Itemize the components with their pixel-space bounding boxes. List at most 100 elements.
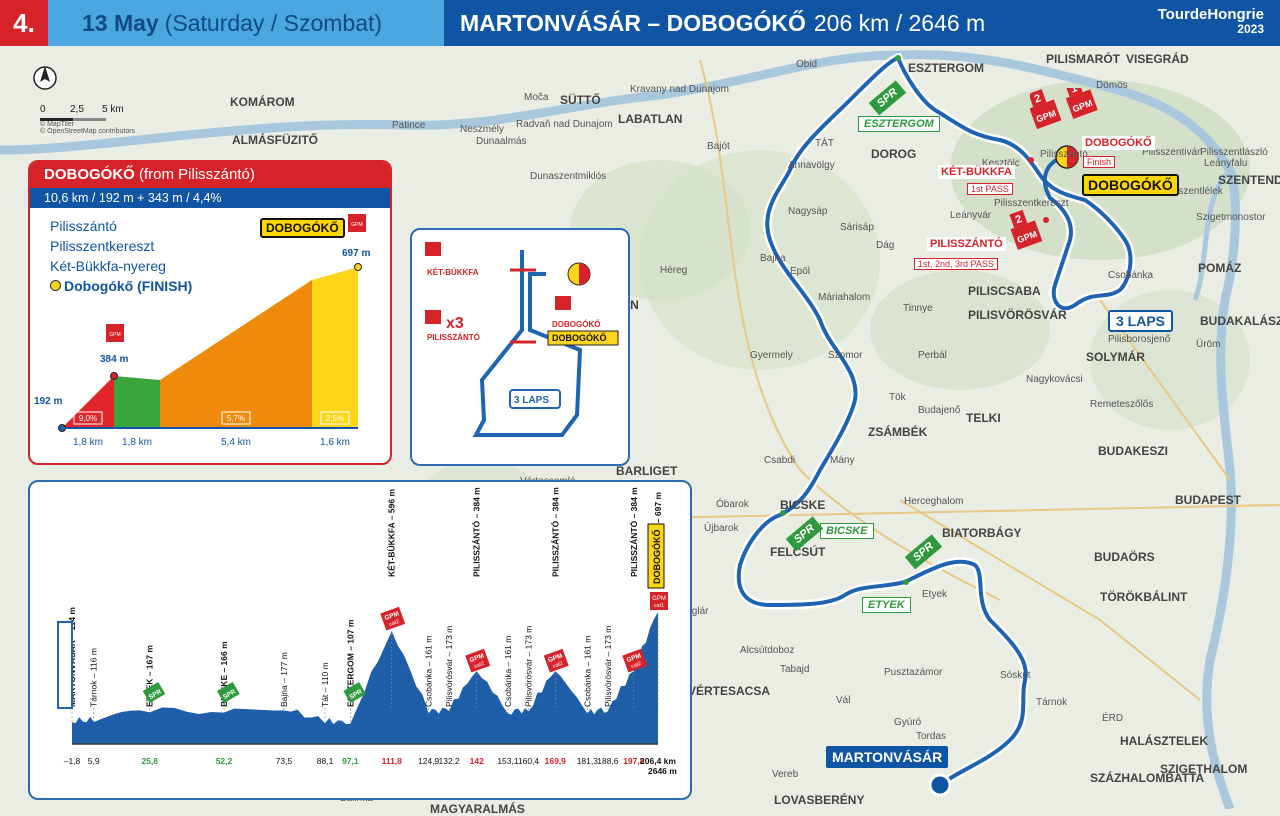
waypoint-km: 153,1: [497, 756, 519, 766]
map-place-label: Remeteszőlős: [1090, 399, 1154, 410]
dobogoko-map-label: DOBOGÓKŐ: [1082, 136, 1155, 150]
svg-text:cat2: cat2: [631, 661, 643, 670]
climb-place: Két-Bükkfa-nyereg: [50, 258, 166, 274]
gpm-flag-icon: [543, 648, 569, 673]
waypoint-km: 197,8: [623, 756, 645, 766]
map-place-label: KOMÁROM: [230, 95, 295, 109]
route-name: MARTONVÁSÁR – DOBOGÓKŐ: [460, 9, 806, 36]
climb-elevation: 192 m: [34, 396, 62, 407]
date-day: 13 May: [82, 9, 159, 36]
map-place-label: Leányfalu: [1204, 158, 1248, 169]
map-place-label: Csabdi: [764, 455, 796, 466]
bicske-spr-tag: BICSKE: [820, 523, 874, 539]
map-place-label: Dunaszentmiklós: [530, 171, 607, 182]
map-place-label: Kravany nad Dunajom: [630, 84, 729, 95]
map-place-label: Sóskút: [1000, 670, 1031, 681]
map-place-label: SZENTENDRE: [1218, 173, 1280, 187]
map-place-label: ALMÁSFÜZITŐ: [232, 133, 318, 147]
grade-box: [320, 411, 350, 425]
map-place-label: BUDAPEST: [1175, 493, 1242, 507]
map-place-label: SZÁZHALOMBATTA: [1090, 771, 1205, 785]
map-place-label: Moča: [524, 92, 549, 103]
ket-bukkfa-label: KÉT-BÜKKFA: [938, 165, 1015, 179]
map-place-label: Pusztazámor: [884, 667, 943, 678]
svg-text:cat2: cat2: [473, 661, 485, 670]
map-place-label: Herceghalom: [904, 496, 964, 507]
map-place-label: Pilisszántó: [1040, 149, 1088, 160]
gpm-flag-icon: [348, 214, 366, 232]
map-place-label: FELCSÚT: [770, 545, 826, 559]
ket-bukkfa-pass: 1st PASS: [967, 183, 1013, 195]
waypoint-km: 111,8: [382, 756, 403, 766]
map-place-label: Dömös: [1096, 80, 1128, 91]
map-place-label: Tabajd: [780, 664, 810, 675]
waypoint-label: Pilisvörösvár – 173 m: [603, 626, 613, 707]
map-place-label: ZSÁMBÉK: [868, 425, 928, 439]
route-stats: 206 km / 2646 m: [813, 9, 986, 36]
map-place-label: Neszmély: [460, 124, 504, 135]
segment-distance: 1,8 km: [122, 437, 152, 448]
waypoint-label: Csobánka – 161 m: [582, 636, 592, 707]
waypoint-km: 181,3: [577, 756, 599, 766]
map-place-label: TELKI: [966, 411, 1001, 425]
waypoint-label: Bajna – 177 m: [279, 652, 289, 707]
svg-text:2: 2: [1014, 213, 1024, 226]
waypoint-label: Pilisvörösvár – 173 m: [524, 626, 534, 707]
map-place-label: Szigetmonostor: [1196, 212, 1266, 223]
map-place-label: BUDAKALÁSZ: [1200, 314, 1280, 328]
laps-diagram: KÉT-BÜKKFA x3 PILISSZÁNTÓ DOBOGÓKŐ DOBOG…: [425, 242, 619, 440]
map-place-label: Alcsútdoboz: [740, 645, 795, 656]
waypoint-label: ETYEK – 167 m: [145, 645, 155, 707]
waypoint-km: 160,4: [518, 756, 540, 766]
etyek-spr-tag: ETYEK: [862, 597, 911, 613]
climb-elevation: 697 m: [342, 248, 370, 259]
map-place-label: Tordas: [916, 731, 947, 742]
waypoint-km: 73,5: [276, 756, 293, 766]
svg-text:GPM: GPM: [547, 652, 563, 664]
svg-text:GPM: GPM: [626, 652, 642, 664]
map-place-label: PILISVÖRÖSVÁR: [968, 308, 1067, 322]
svg-text:GPM: GPM: [652, 596, 666, 602]
climb-segment: [312, 267, 358, 428]
map-place-label: Gyermely: [750, 350, 793, 361]
climb-point: [354, 263, 362, 271]
climb-places: Pilisszántó Pilisszentkereszt Két-Bükkfa…: [50, 216, 192, 296]
esztergom-spr-tag: ESZTERGOM: [858, 116, 940, 132]
map-place-label: Üröm: [1196, 339, 1221, 350]
finish-tag: [647, 523, 665, 589]
waypoint-label: PILISSZÁNTÓ – 384 m: [549, 487, 560, 577]
climb-segment: [114, 376, 160, 428]
three-laps-label: 3 LAPS: [1108, 310, 1174, 332]
map-place-label: Gyúró: [894, 717, 922, 728]
map-place-label: Bajna: [760, 253, 786, 264]
map-place-label: TÖRÖKBÁLINT: [1100, 590, 1188, 604]
grade-box: [221, 411, 251, 425]
climb-title: DOBOGÓKŐ (from Pilisszántó): [30, 162, 390, 188]
laps-dobogoko-tag: DOBOGÓKŐ: [552, 332, 607, 343]
laps-label: 3 LAPS: [514, 395, 549, 406]
climb-panel: DOBOGÓKŐ (from Pilisszántó) 10,6 km / 19…: [28, 160, 392, 465]
gpm-flag-icon: [622, 648, 648, 673]
map-place-label: Kesztölc: [982, 158, 1020, 169]
date-weekday: (Saturday / Szombat): [164, 9, 383, 36]
map-place-label: LOVASBERÉNY: [774, 793, 865, 807]
grade-box: [73, 411, 103, 425]
map-place-label: Tinnye: [903, 303, 933, 314]
finish-dot-icon: [50, 280, 61, 291]
segment-distance: 1,6 km: [320, 437, 350, 448]
map-place-label: Leányvár: [950, 210, 992, 221]
waypoint-label: Tárnok – 116 m: [89, 648, 99, 707]
waypoint-km: 188,6: [597, 756, 619, 766]
climb-profile-chart: 9,0% 1,8 km 1,8 km 5,7% 5,4 km 2,5% 1,6 km 192 …: [34, 214, 370, 448]
tour-logo: TourdeHongrie 2023: [1157, 6, 1264, 36]
stage-route: MARTONVÁSÁR – DOBOGÓKŐ 206 km / 2646 m: [444, 0, 1280, 46]
map-place-label: PILISMARÓT: [1046, 52, 1120, 66]
map-place-label: VÉRTESACSA: [688, 684, 771, 698]
gpm-flag-icon: [106, 324, 124, 342]
map-place-label: Máriahalom: [818, 292, 871, 303]
map-place-label: Nagykovácsi: [1026, 374, 1083, 385]
map-place-label: Annavölgy: [788, 160, 835, 171]
compass-icon: [33, 66, 57, 90]
